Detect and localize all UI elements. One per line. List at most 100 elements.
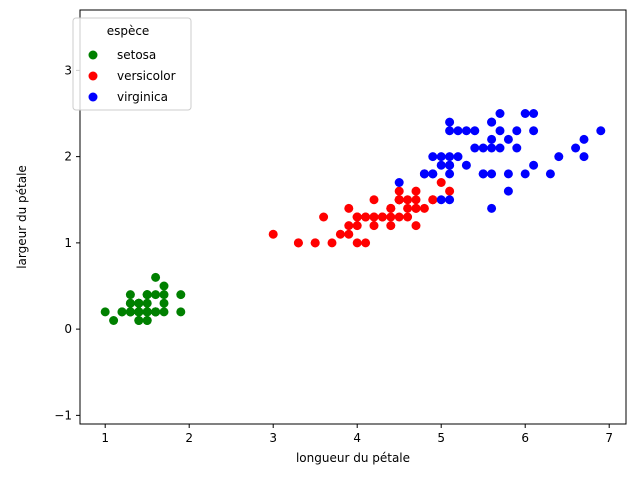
x-tick-label-3: 4 [353, 431, 361, 445]
point-virginica-41 [445, 126, 455, 136]
point-virginica-12 [478, 143, 488, 153]
point-virginica-6 [394, 178, 404, 187]
point-virginica-21 [428, 152, 438, 162]
x-tick-label-5: 6 [521, 431, 529, 445]
plot-frame [79, 9, 627, 425]
point-virginica-13 [436, 152, 446, 162]
point-versicolor-14 [319, 212, 329, 222]
point-virginica-4 [503, 134, 513, 144]
point-virginica-7 [545, 169, 555, 179]
point-setosa-20 [159, 307, 169, 317]
legend-entries: setosa versicolor virginica [88, 48, 176, 104]
point-versicolor-11 [369, 195, 379, 205]
point-virginica-14 [445, 117, 455, 127]
point-setosa-31 [142, 290, 152, 300]
point-versicolor-8 [403, 212, 413, 222]
point-versicolor-9 [344, 203, 354, 213]
point-virginica-29 [503, 186, 513, 196]
point-versicolor-30 [335, 229, 345, 239]
point-virginica-30 [529, 160, 539, 170]
point-versicolor-43 [293, 238, 303, 248]
point-virginica-28 [487, 143, 497, 153]
point-virginica-34 [487, 203, 497, 213]
y-tick-label-1: 0 [64, 322, 72, 336]
point-setosa-48 [142, 307, 152, 317]
y-axis-label: largeur du pétale [15, 165, 29, 269]
point-virginica-31 [554, 152, 564, 162]
point-versicolor-48 [268, 229, 278, 239]
point-versicolor-12 [352, 238, 362, 248]
point-versicolor-37 [386, 212, 396, 222]
point-setosa-26 [151, 290, 161, 300]
point-versicolor-4 [403, 195, 413, 205]
point-versicolor-17 [361, 238, 371, 248]
point-setosa-24 [176, 307, 186, 317]
point-versicolor-45 [369, 221, 379, 231]
point-versicolor-29 [310, 238, 320, 248]
point-versicolor-22 [428, 195, 438, 205]
point-setosa-44 [176, 290, 186, 300]
point-virginica-44 [495, 109, 505, 118]
point-versicolor-5 [394, 212, 404, 222]
point-setosa-45 [134, 298, 144, 308]
point-virginica-33 [445, 195, 455, 205]
point-setosa-49 [134, 307, 144, 317]
point-setosa-35 [117, 307, 127, 317]
point-versicolor-39 [352, 212, 362, 222]
y-tick-label-3: 2 [64, 150, 72, 164]
point-setosa-18 [159, 298, 169, 308]
point-virginica-35 [529, 126, 539, 136]
point-versicolor-32 [344, 221, 354, 231]
point-setosa-41 [125, 298, 135, 308]
point-versicolor-27 [436, 178, 446, 187]
x-tick-label-4: 5 [437, 431, 445, 445]
x-tick-label-6: 7 [605, 431, 613, 445]
point-virginica-8 [503, 169, 513, 179]
legend-marker-virginica [88, 92, 98, 102]
point-virginica-49 [445, 169, 455, 179]
point-setosa-19 [142, 298, 152, 308]
legend: espèce setosa versicolor virginica [72, 17, 192, 111]
x-tick-label-2: 3 [269, 431, 277, 445]
point-virginica-38 [419, 169, 429, 179]
point-versicolor-41 [403, 203, 413, 213]
point-virginica-15 [461, 126, 471, 136]
point-versicolor-26 [419, 203, 429, 213]
point-versicolor-36 [411, 195, 421, 205]
x-axis-ticks: 1 2 3 4 5 6 7 [101, 424, 613, 445]
legend-label-setosa: setosa [117, 48, 156, 62]
x-tick-label-0: 1 [101, 431, 109, 445]
point-virginica-11 [461, 160, 471, 170]
point-virginica-46 [436, 160, 446, 170]
point-versicolor-19 [344, 229, 354, 239]
point-virginica-17 [579, 134, 589, 144]
point-virginica-3 [487, 169, 497, 179]
point-setosa-22 [100, 307, 110, 317]
point-virginica-42 [445, 160, 455, 170]
point-setosa-32 [142, 316, 152, 325]
point-virginica-48 [470, 126, 480, 136]
point-virginica-2 [512, 143, 522, 153]
point-virginica-39 [470, 143, 480, 153]
y-tick-label-0: −1 [54, 408, 72, 422]
point-setosa-43 [151, 272, 161, 282]
point-versicolor-46 [369, 212, 379, 222]
y-axis-ticks: −1 0 1 2 3 [54, 63, 80, 422]
point-versicolor-35 [394, 186, 404, 196]
point-versicolor-23 [411, 221, 421, 231]
point-virginica-20 [495, 126, 505, 136]
point-virginica-25 [520, 169, 530, 179]
point-versicolor-13 [411, 203, 421, 213]
point-virginica-37 [478, 169, 488, 179]
x-tick-label-1: 2 [185, 431, 193, 445]
point-setosa-46 [151, 307, 161, 317]
point-versicolor-47 [377, 212, 387, 222]
point-setosa-37 [134, 316, 144, 325]
point-virginica-43 [512, 126, 522, 136]
point-setosa-16 [125, 290, 135, 300]
legend-title: espèce [107, 24, 150, 38]
legend-marker-setosa [88, 50, 98, 60]
point-versicolor-34 [394, 195, 404, 205]
x-axis-label: longueur du pétale [296, 451, 410, 465]
